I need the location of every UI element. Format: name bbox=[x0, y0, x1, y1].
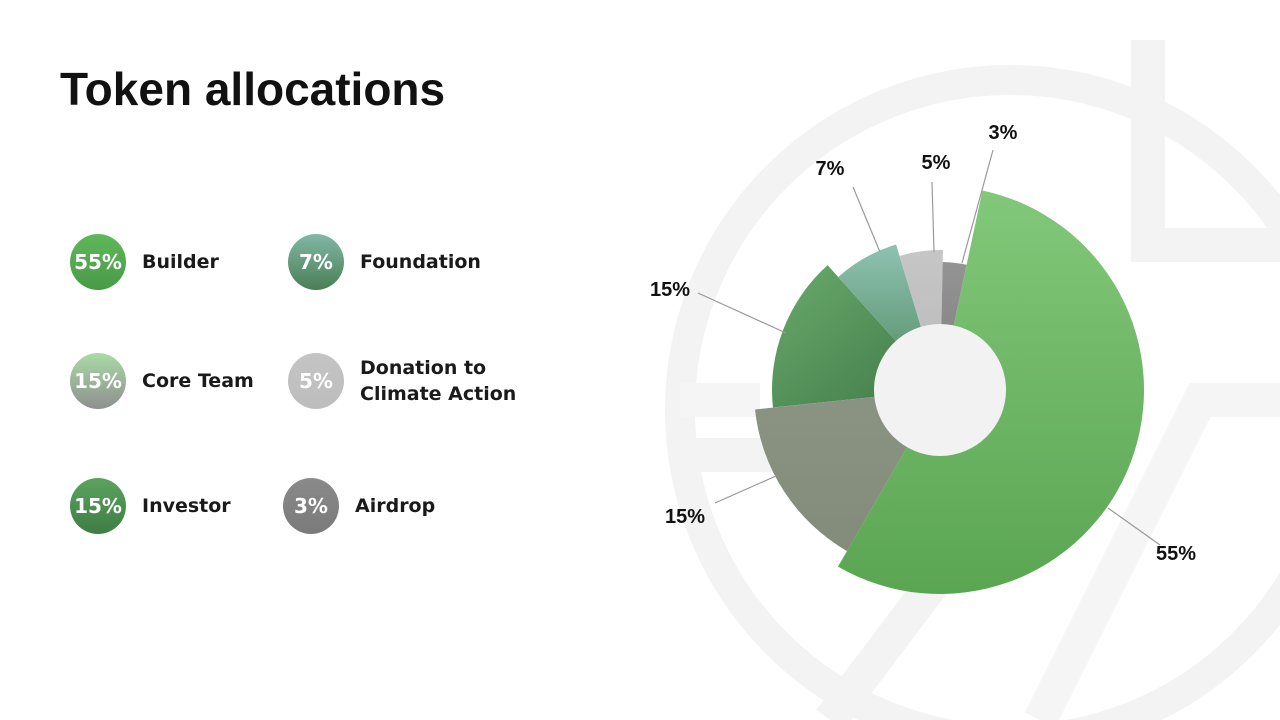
legend-label: Core Team bbox=[142, 370, 254, 392]
leader-line bbox=[697, 292, 787, 334]
legend-item: 3% Airdrop bbox=[283, 478, 435, 534]
legend-item: 55% Builder bbox=[70, 234, 219, 290]
data-label: 55% bbox=[1156, 543, 1196, 565]
donut-hole bbox=[874, 324, 1006, 456]
legend-badge: 55% bbox=[70, 234, 126, 290]
legend-item: 15% Investor bbox=[70, 478, 231, 534]
legend-label: Donation to Climate Action bbox=[360, 357, 517, 405]
legend-label: Foundation bbox=[360, 251, 481, 273]
legend-label: Airdrop bbox=[355, 495, 436, 517]
data-label: 7% bbox=[816, 158, 845, 180]
legend-item: 5% Donation to Climate Action bbox=[288, 353, 516, 409]
legend-badge: 15% bbox=[70, 478, 126, 534]
data-label: 5% bbox=[922, 152, 951, 174]
legend-item: 15% Core Team bbox=[70, 353, 254, 409]
legend-badge: 3% bbox=[283, 478, 339, 534]
legend-badge: 5% bbox=[288, 353, 344, 409]
legend-label: Builder bbox=[142, 251, 219, 273]
legend-badge: 7% bbox=[288, 234, 344, 290]
legend-badge: 15% bbox=[70, 353, 126, 409]
leader-line bbox=[931, 181, 935, 253]
legend-label: Investor bbox=[142, 495, 231, 517]
data-label: 15% bbox=[650, 279, 690, 301]
leader-line bbox=[1107, 507, 1161, 546]
legend-item: 7% Foundation bbox=[288, 234, 481, 290]
data-label: 3% bbox=[989, 122, 1018, 144]
data-label: 15% bbox=[665, 506, 705, 528]
page-title: Token allocations bbox=[60, 63, 446, 115]
leader-line bbox=[852, 186, 881, 253]
leader-line bbox=[961, 149, 994, 264]
leader-line bbox=[714, 475, 777, 504]
